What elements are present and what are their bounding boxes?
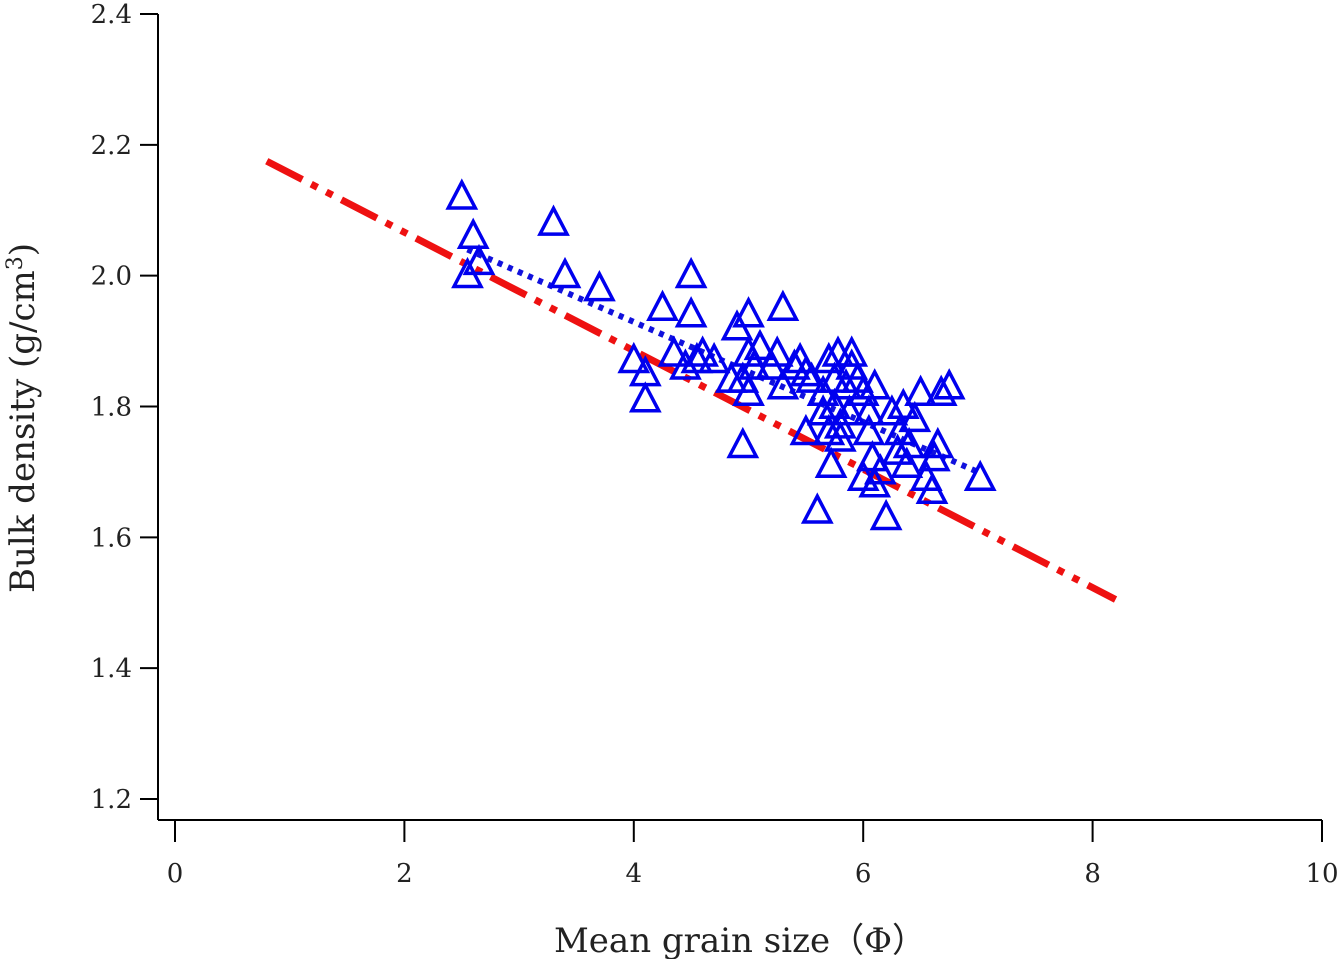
- data-point: [548, 256, 582, 289]
- data-point: [835, 335, 869, 367]
- data-point: [628, 381, 662, 413]
- y-tick-label: 2.4: [91, 0, 132, 30]
- y-tick-label: 2.2: [91, 131, 132, 161]
- data-point: [445, 178, 479, 210]
- y-tick-label: 1.6: [91, 523, 132, 553]
- dash-dot-fit-line: [265, 158, 1118, 603]
- data-point: [743, 328, 777, 361]
- data-point: [963, 459, 997, 492]
- data-point: [456, 217, 490, 249]
- y-tick-label: 1.2: [91, 785, 132, 815]
- data-point: [760, 335, 794, 367]
- data-point: [904, 374, 937, 406]
- data-point: [829, 368, 863, 400]
- data-point: [864, 453, 897, 485]
- data-point: [766, 368, 800, 400]
- y-axis-title-close: ): [3, 243, 43, 256]
- data-point: [732, 374, 765, 406]
- data-point: [823, 420, 857, 452]
- axes: [157, 14, 1322, 821]
- y-ticks: 1.2 1.4 1.6 1.8 2.0 2.2 2.4: [91, 0, 158, 815]
- y-tick-label: 2.0: [91, 262, 132, 292]
- data-point: [818, 387, 851, 420]
- data-point: [852, 413, 886, 446]
- data-point: [674, 256, 708, 289]
- data-point: [869, 498, 903, 531]
- x-ticks: 0 2 4 6 8 10: [167, 820, 1339, 889]
- x-tick-label: 0: [167, 859, 184, 889]
- data-point: [617, 341, 651, 374]
- data-point: [732, 296, 765, 328]
- data-point: [846, 374, 880, 406]
- data-point: [881, 433, 914, 465]
- data-point: [915, 472, 949, 505]
- fit-lines: [265, 158, 1118, 603]
- data-point: [583, 270, 616, 302]
- data-point: [898, 400, 932, 433]
- data-point: [800, 492, 834, 524]
- data-point: [726, 426, 760, 459]
- x-tick-label: 10: [1305, 859, 1338, 889]
- data-point: [806, 394, 840, 426]
- data-point: [537, 204, 570, 236]
- y-tick-label: 1.4: [91, 654, 132, 684]
- x-tick-label: 6: [855, 859, 872, 889]
- x-tick-label: 4: [626, 859, 643, 889]
- x-axis-title: Mean grain size（Φ）: [554, 921, 926, 959]
- data-point: [890, 446, 924, 478]
- data-point: [657, 335, 691, 367]
- data-point: [921, 426, 955, 459]
- x-tick-label: 2: [396, 859, 413, 889]
- data-point: [789, 355, 823, 387]
- data-point: [924, 374, 958, 406]
- data-point: [697, 341, 731, 374]
- data-point: [766, 289, 800, 321]
- y-tick-label: 1.8: [91, 393, 132, 423]
- data-point: [646, 289, 679, 321]
- data-point: [462, 243, 496, 276]
- data-point: [795, 361, 828, 393]
- data-point: [858, 368, 892, 400]
- data-points: [445, 178, 997, 531]
- x-tick-label: 8: [1084, 859, 1101, 889]
- data-point: [833, 394, 866, 426]
- data-point: [814, 446, 848, 478]
- data-point: [812, 341, 846, 374]
- y-axis-title-main: Bulk density (g/cm: [3, 270, 43, 593]
- data-point: [680, 341, 714, 374]
- y-axis-title: Bulk density (g/cm3): [3, 243, 43, 593]
- data-point: [932, 368, 966, 400]
- data-point: [892, 426, 926, 459]
- data-point: [674, 296, 708, 328]
- data-point: [875, 394, 909, 426]
- data-point: [852, 394, 886, 426]
- data-point: [789, 413, 823, 446]
- y-axis-title-superscript: 3: [3, 256, 28, 270]
- data-point: [737, 348, 771, 380]
